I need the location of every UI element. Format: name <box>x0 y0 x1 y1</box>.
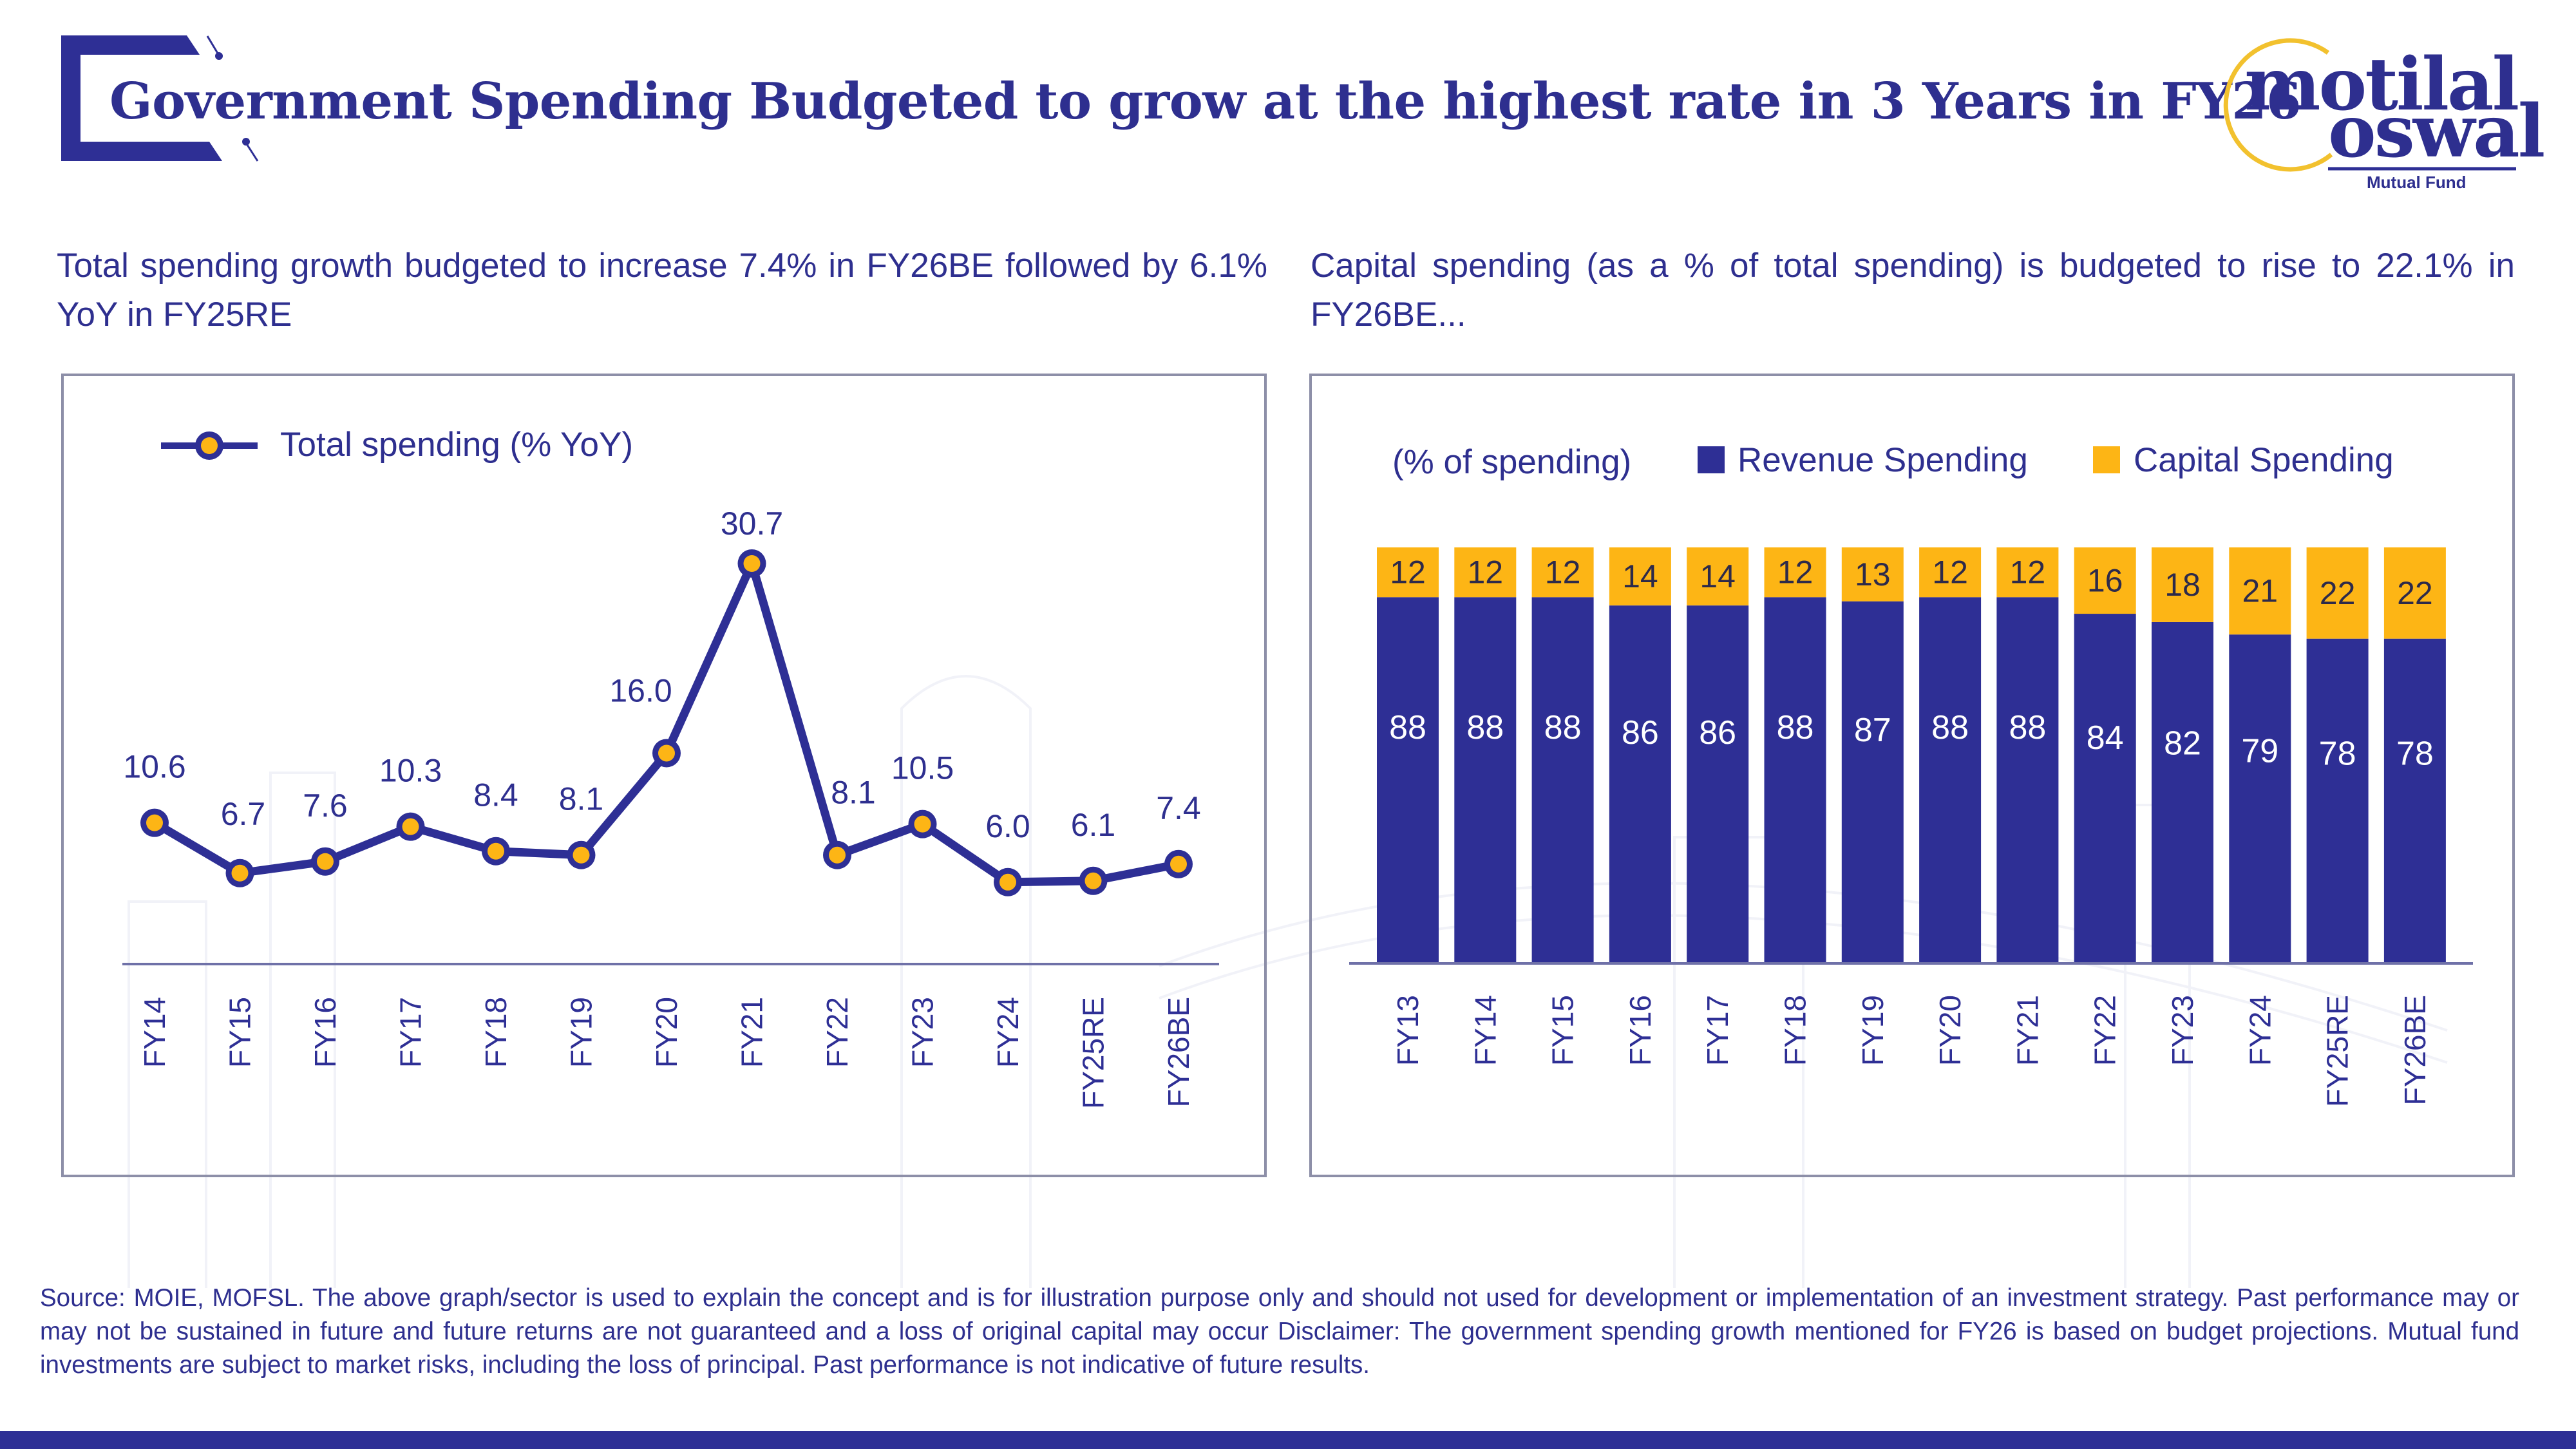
logo-word-motilal: motilal <box>2244 43 2519 127</box>
line-chart-panel <box>61 374 1267 1177</box>
logo-subtitle: Mutual Fund <box>2367 173 2467 192</box>
disclaimer-text: Source: MOIE, MOFSL. The above graph/sec… <box>40 1284 2519 1379</box>
left-chart-subtitle: Total spending growth budgeted to increa… <box>57 247 1267 334</box>
right-chart-subtitle: Capital spending (as a % of total spendi… <box>1311 247 2515 334</box>
motilal-oswal-logo: motilal oswal Mutual Fund <box>2209 26 2545 193</box>
logo-ring-icon <box>2223 38 2516 172</box>
header-bracket-decoration <box>61 35 222 161</box>
logo-word-oswal: oswal <box>2328 90 2545 174</box>
bottom-brand-bar <box>0 1431 2576 1449</box>
stacked-bar-chart-panel <box>1309 374 2515 1177</box>
header-line-decoration <box>206 35 2151 162</box>
page-title: Government Spending Budgeted to grow at … <box>109 72 2301 131</box>
